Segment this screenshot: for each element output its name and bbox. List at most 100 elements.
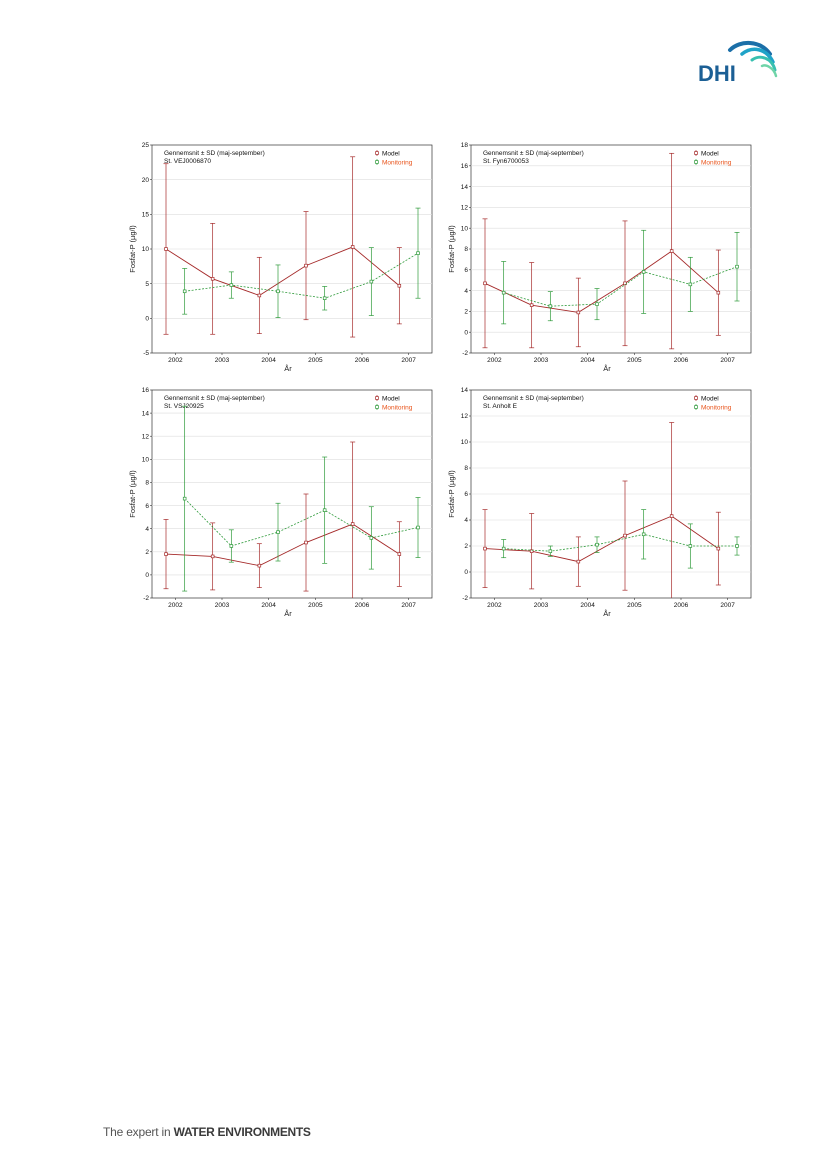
y-tick-label: 14 xyxy=(461,387,469,394)
y-tick-label: 10 xyxy=(461,439,469,446)
dhi-logo: DHI xyxy=(698,41,778,84)
chart-svg: -2 0 2 4 6 8 10 12 14 2002 2003 2004 2005 2006 2007 År F… xyxy=(447,387,752,618)
monitoring-point xyxy=(548,304,553,308)
monitoring-point xyxy=(641,532,646,537)
monitoring-point xyxy=(688,282,693,287)
legend-model-label: Model xyxy=(701,395,719,402)
model-point xyxy=(210,277,215,281)
x-axis-label: År xyxy=(284,364,292,373)
monitoring-series-line xyxy=(503,533,737,552)
model-point xyxy=(164,552,168,556)
x-tick-label: 2002 xyxy=(487,357,502,364)
monitoring-series-line xyxy=(503,266,738,307)
legend-monitoring-label: Monitoring xyxy=(701,159,732,166)
model-point xyxy=(350,522,355,526)
model-series-line xyxy=(484,250,719,313)
chart-svg: -2 0 2 4 6 8 10 12 14 16 18 2002 2003 2004 2005 2006 200… xyxy=(447,142,752,373)
model-point xyxy=(716,546,721,551)
monitoring-point xyxy=(322,508,327,512)
monitoring-point xyxy=(548,549,553,553)
monitoring-point xyxy=(735,544,739,548)
y-tick-label: 0 xyxy=(145,572,149,579)
legend-monitoring-label: Monitoring xyxy=(382,404,413,411)
model-point xyxy=(257,293,262,298)
y-tick-label: 16 xyxy=(142,387,150,394)
monitoring-point xyxy=(595,542,599,547)
model-point xyxy=(397,552,402,556)
monitoring-point xyxy=(229,283,234,287)
plot-area xyxy=(151,389,433,599)
y-tick-label: 14 xyxy=(142,410,150,417)
monitoring-point xyxy=(416,525,420,530)
legend-marker xyxy=(375,151,379,155)
x-tick-label: 2007 xyxy=(401,357,416,364)
y-tick-label: 12 xyxy=(461,413,469,420)
monitoring-point xyxy=(369,279,374,284)
x-tick-label: 2002 xyxy=(168,602,183,609)
x-axis-label: År xyxy=(603,364,611,373)
y-tick-label: 2 xyxy=(464,309,468,316)
x-tick-label: 2006 xyxy=(355,602,370,609)
monitoring-point xyxy=(369,536,374,540)
chart-annotation: Gennemsnit ± SD (maj-september) xyxy=(483,150,584,157)
monitoring-point xyxy=(322,296,327,300)
x-tick-label: 2007 xyxy=(720,602,735,609)
y-tick-label: -2 xyxy=(462,350,468,357)
model-error-bar xyxy=(350,441,356,598)
model-series-line xyxy=(165,246,400,296)
x-tick-label: 2003 xyxy=(215,357,230,364)
chart-station-label: St. Fyn6700053 xyxy=(483,158,529,165)
x-tick-label: 2003 xyxy=(215,602,230,609)
model-series-line xyxy=(484,515,719,563)
y-tick-label: 18 xyxy=(461,142,469,149)
y-tick-label: 2 xyxy=(145,549,149,556)
chart-annotation: Gennemsnit ± SD (maj-september) xyxy=(164,395,265,402)
model-point xyxy=(576,559,581,564)
legend-model-label: Model xyxy=(382,395,400,402)
y-tick-label: 12 xyxy=(142,433,150,440)
y-tick-label: 14 xyxy=(461,184,469,191)
y-tick-label: 10 xyxy=(461,225,469,232)
model-point xyxy=(304,540,308,545)
monitoring-point xyxy=(595,302,599,306)
x-tick-label: 2002 xyxy=(487,602,502,609)
y-tick-label: 0 xyxy=(464,329,468,336)
monitoring-point xyxy=(229,544,234,548)
x-tick-label: 2004 xyxy=(580,357,595,364)
footer-emphasis: WATER ENVIRONMENTS xyxy=(173,1125,311,1139)
x-tick-label: 2003 xyxy=(534,602,549,609)
chart-station-label: St. Anholt E xyxy=(483,403,518,410)
chart-fyn6700053: -2 0 2 4 6 8 10 12 14 16 18 2002 2003 2004 2005 2006 200… xyxy=(447,137,756,377)
model-point xyxy=(483,546,487,551)
y-tick-label: 16 xyxy=(461,163,469,170)
model-point xyxy=(483,281,487,286)
y-tick-label: 15 xyxy=(142,212,150,219)
x-tick-label: 2004 xyxy=(580,602,595,609)
model-point xyxy=(669,514,674,518)
chart-station-label: St. VEJ0006870 xyxy=(164,158,211,165)
y-tick-label: 20 xyxy=(142,177,150,184)
y-tick-label: -2 xyxy=(143,595,149,602)
y-axis-label: Fosfat-P (µg/l) xyxy=(128,225,137,273)
chart-svg: -2 0 2 4 6 8 10 12 14 16 2002 2003 2004 2005 2006 2007 Å… xyxy=(128,387,433,618)
model-point xyxy=(529,303,534,307)
legend-marker xyxy=(375,160,379,164)
x-tick-label: 2007 xyxy=(401,602,416,609)
model-error-bar xyxy=(669,422,675,598)
y-tick-label: 8 xyxy=(145,480,149,487)
model-point xyxy=(623,533,627,538)
footer-tagline: The expert in WATER ENVIRONMENTS xyxy=(103,1125,311,1139)
y-tick-label: 6 xyxy=(464,267,468,274)
legend-model-label: Model xyxy=(382,150,400,157)
y-tick-label: 10 xyxy=(142,246,150,253)
model-point xyxy=(716,290,721,295)
y-axis-label: Fosfat-P (µg/l) xyxy=(447,470,456,518)
legend-marker xyxy=(375,405,379,409)
x-tick-label: 2005 xyxy=(308,357,323,364)
monitoring-point xyxy=(641,270,646,274)
x-tick-label: 2003 xyxy=(534,357,549,364)
model-point xyxy=(350,245,355,249)
chart-annotation: Gennemsnit ± SD (maj-september) xyxy=(164,150,265,157)
monitoring-point xyxy=(276,289,280,294)
y-tick-label: 25 xyxy=(142,142,150,149)
